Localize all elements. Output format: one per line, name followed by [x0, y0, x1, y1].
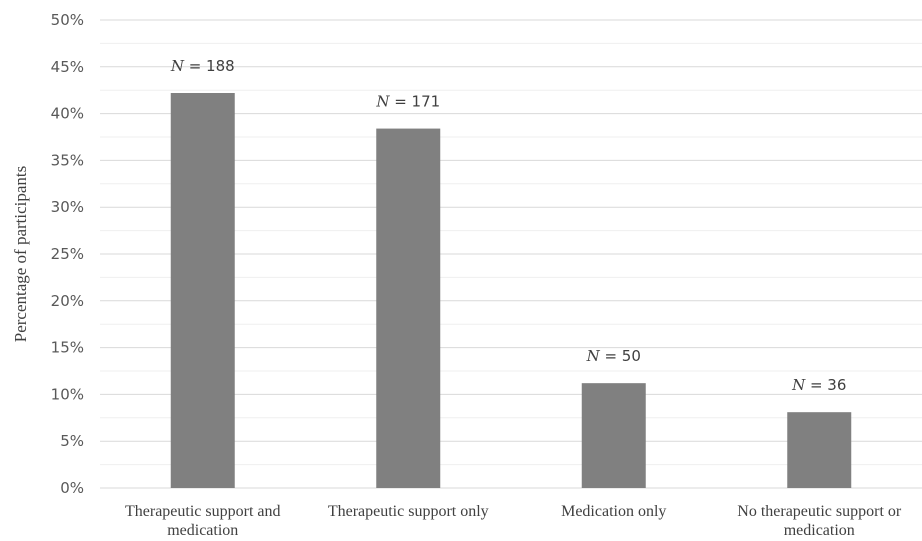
- bar: [376, 128, 441, 489]
- y-tick-label: 35%: [51, 151, 84, 169]
- y-tick-label: 5%: [60, 432, 84, 450]
- y-tick-label: 45%: [51, 58, 84, 76]
- gridlines: [100, 19, 922, 489]
- data-label: N = 36: [791, 376, 846, 394]
- x-axis-labels: Therapeutic support and medication Therape…: [125, 503, 902, 539]
- y-tick-label: 40%: [51, 105, 84, 123]
- y-tick-label: 25%: [51, 245, 84, 263]
- y-tick-label: 30%: [51, 198, 84, 216]
- y-tick-label: 20%: [51, 292, 84, 310]
- x-category-label: Therapeutic support and medication: [125, 503, 281, 539]
- x-category-label: Medication only: [561, 503, 666, 520]
- y-tick-label: 10%: [51, 385, 84, 403]
- data-label: N = 50: [586, 347, 641, 365]
- bar: [170, 93, 235, 489]
- y-tick-label: 0%: [60, 479, 84, 497]
- y-axis-label: Percentage of participants: [11, 166, 30, 343]
- bar: [581, 383, 646, 488]
- data-label: N = 171: [375, 93, 440, 111]
- x-category-label: Therapeutic support only: [328, 503, 489, 520]
- bars: [170, 93, 852, 489]
- y-tick-label: 15%: [51, 339, 84, 357]
- data-labels: N = 188 N = 171 N = 50 N = 36: [170, 57, 847, 394]
- y-tick-label: 50%: [51, 11, 84, 29]
- x-category-label: No therapeutic support or medication: [737, 503, 902, 539]
- data-label: N = 188: [170, 57, 235, 75]
- bar: [787, 412, 852, 488]
- y-axis-ticks: 0% 5% 10% 15% 20% 25% 30% 35% 40% 45% 50%: [51, 11, 84, 497]
